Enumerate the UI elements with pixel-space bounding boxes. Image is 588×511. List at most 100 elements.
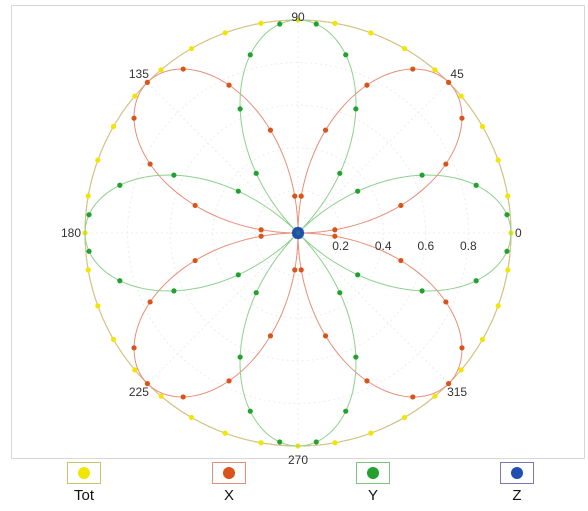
legend-swatch	[67, 462, 101, 484]
legend-marker	[223, 467, 235, 479]
data-point-tot	[505, 267, 511, 273]
data-point-x	[446, 79, 452, 85]
data-point-x	[147, 299, 153, 305]
data-point-x	[267, 127, 274, 133]
data-point-y	[473, 182, 479, 188]
data-point-tot	[368, 30, 374, 36]
data-point-x	[292, 193, 298, 199]
data-point-x	[332, 233, 338, 239]
legend-item-x[interactable]: X	[189, 462, 269, 504]
data-point-y	[419, 288, 425, 294]
legend-item-tot[interactable]: Tot	[44, 462, 124, 504]
data-point-x	[131, 115, 137, 121]
data-point-y	[117, 278, 123, 284]
grid-spoke	[147, 232, 299, 384]
data-point-x	[410, 394, 416, 400]
data-point-y	[353, 106, 359, 112]
legend-label: Y	[367, 487, 378, 504]
data-point-tot	[432, 393, 438, 399]
data-point-x	[398, 202, 404, 209]
data-point-x	[443, 299, 449, 305]
data-point-tot	[458, 93, 464, 99]
data-point-y	[247, 52, 253, 58]
legend-item-y[interactable]: Y	[333, 462, 413, 504]
legend-marker	[367, 467, 379, 479]
angle-tick-label: 45	[450, 67, 464, 81]
data-point-y	[86, 212, 92, 218]
data-point-y	[313, 21, 319, 27]
data-point-tot	[95, 157, 101, 163]
data-point-z	[299, 233, 304, 238]
data-point-tot	[495, 303, 501, 309]
data-point-y	[253, 290, 259, 296]
data-point-x	[364, 82, 370, 88]
data-point-tot	[132, 367, 138, 373]
data-point-y	[504, 248, 510, 254]
data-point-x	[332, 227, 338, 233]
data-point-x	[364, 378, 370, 384]
data-point-tot	[158, 393, 164, 399]
data-point-tot	[110, 123, 117, 130]
legend-item-z[interactable]: Z	[477, 462, 557, 504]
data-point-y	[313, 439, 319, 445]
data-point-tot	[85, 193, 91, 199]
data-point-tot	[132, 93, 138, 99]
data-point-y	[235, 188, 241, 194]
grid-ring	[254, 189, 342, 277]
data-point-x	[322, 127, 329, 133]
data-point-x	[410, 66, 416, 72]
data-point-tot	[479, 123, 486, 130]
data-point-tot	[158, 67, 164, 73]
series-y-line	[84, 19, 512, 447]
data-point-tot	[432, 67, 438, 73]
data-point-tot	[188, 45, 195, 52]
data-point-x	[147, 161, 153, 167]
data-point-x	[298, 193, 304, 199]
grid-spoke	[297, 232, 449, 384]
radial-tick-label: 0.8	[460, 239, 477, 253]
data-point-y	[117, 182, 123, 188]
data-point-x	[180, 394, 186, 400]
data-point-y	[337, 290, 343, 296]
data-point-tot	[479, 336, 486, 343]
data-point-x	[226, 378, 232, 384]
legend: Tot X Y Z	[0, 460, 588, 511]
data-point-y	[353, 354, 359, 360]
legend-label: Tot	[73, 487, 94, 504]
data-point-tot	[495, 157, 501, 163]
data-point-tot	[458, 367, 464, 373]
data-point-x	[144, 381, 150, 387]
data-point-y	[355, 272, 361, 278]
legend-swatch	[212, 462, 246, 484]
angle-tick-label: 225	[129, 385, 149, 399]
angle-tick-label: 180	[61, 226, 81, 240]
data-point-x	[443, 161, 449, 167]
data-point-y	[504, 212, 510, 218]
data-point-y	[253, 170, 259, 176]
data-point-x	[459, 115, 465, 121]
data-point-y	[419, 172, 425, 178]
data-point-x	[192, 257, 198, 264]
data-point-x	[131, 345, 137, 351]
data-point-y	[277, 439, 283, 445]
data-point-y	[343, 52, 349, 58]
data-point-x	[398, 257, 404, 264]
data-point-tot	[188, 414, 195, 421]
tick-labels: 0 45 90 135 180 225 270 315 0.2 0.4 0.6 0.8	[61, 10, 522, 467]
data-point-x	[258, 227, 264, 233]
data-point-x	[226, 82, 232, 88]
data-point-x	[298, 267, 304, 273]
legend-label: X	[223, 487, 234, 504]
data-point-tot	[258, 440, 264, 446]
legend-marker	[78, 467, 90, 479]
data-point-x	[192, 202, 198, 209]
data-point-y	[86, 248, 92, 254]
data-point-y	[237, 354, 243, 360]
angle-tick-label: 0	[515, 226, 522, 240]
data-point-y	[237, 106, 243, 112]
data-point-x	[267, 333, 274, 339]
data-point-tot	[505, 193, 511, 199]
data-point-y	[343, 408, 349, 414]
angle-tick-label: 135	[129, 67, 149, 81]
